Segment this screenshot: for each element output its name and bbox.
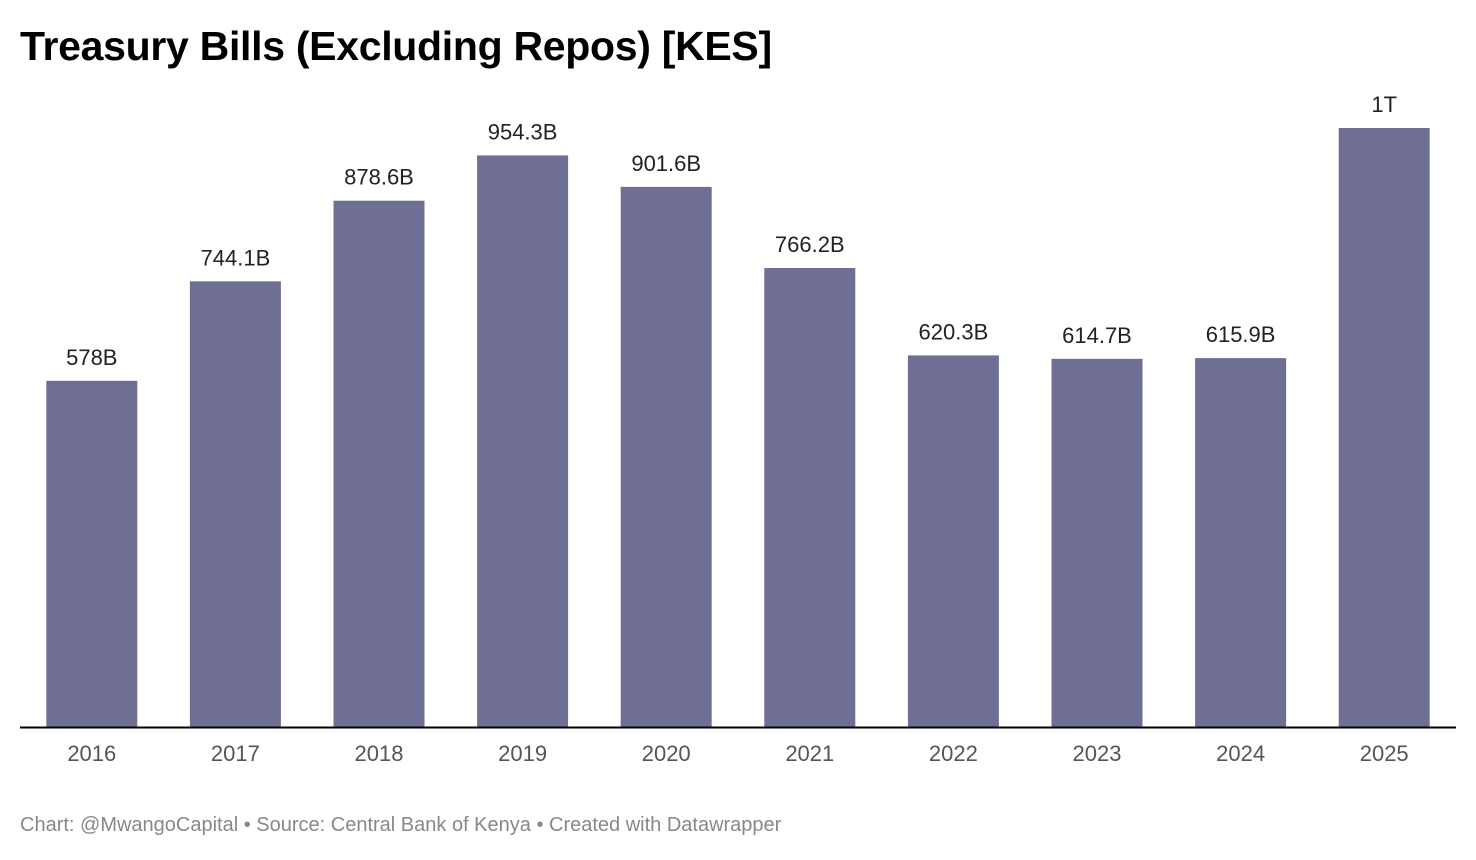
x-tick-label-2025: 2025 [1360,741,1409,766]
bar-2020 [620,186,712,727]
bar-2018 [333,200,425,727]
value-label-2018: 878.6B [344,165,414,190]
value-label-2025: 1T [1371,92,1397,117]
bar-2022 [907,355,999,727]
bars-group [46,128,1430,727]
value-label-2024: 615.9B [1206,322,1276,347]
x-tick-label-2017: 2017 [211,741,260,766]
x-tick-label-2023: 2023 [1073,741,1122,766]
value-label-2021: 766.2B [775,232,845,257]
bar-2017 [189,281,281,727]
value-labels-group: 578B 744.1B 878.6B 954.3B 901.6B 766.2B 620.3B… [66,92,1397,370]
bar-2019 [477,155,569,727]
bar-2025 [1338,128,1430,727]
x-tick-label-2021: 2021 [785,741,834,766]
bar-2023 [1051,358,1143,727]
value-label-2020: 901.6B [631,151,701,176]
x-tick-labels-group: 2016 2017 2018 2019 2020 2021 2022 2023 2024 2025 [67,741,1408,766]
x-tick-label-2018: 2018 [355,741,404,766]
bar-chart: 578B 744.1B 878.6B 954.3B 901.6B 766.2B 620.3B… [20,92,1456,766]
bar-2016 [46,380,138,727]
bar-2024 [1195,358,1287,727]
value-label-2023: 614.7B [1062,323,1132,348]
x-tick-label-2024: 2024 [1216,741,1265,766]
value-label-2022: 620.3B [919,319,989,344]
x-tick-label-2020: 2020 [642,741,691,766]
x-tick-label-2019: 2019 [498,741,547,766]
value-label-2016: 578B [66,345,117,370]
x-tick-label-2022: 2022 [929,741,978,766]
chart-title: Treasury Bills (Excluding Repos) [KES] [20,23,772,69]
bar-2021 [764,268,856,727]
chart-footer: Chart: @MwangoCapital • Source: Central … [20,814,782,836]
value-label-2019: 954.3B [488,119,558,144]
value-label-2017: 744.1B [201,245,271,270]
x-tick-label-2016: 2016 [67,741,116,766]
